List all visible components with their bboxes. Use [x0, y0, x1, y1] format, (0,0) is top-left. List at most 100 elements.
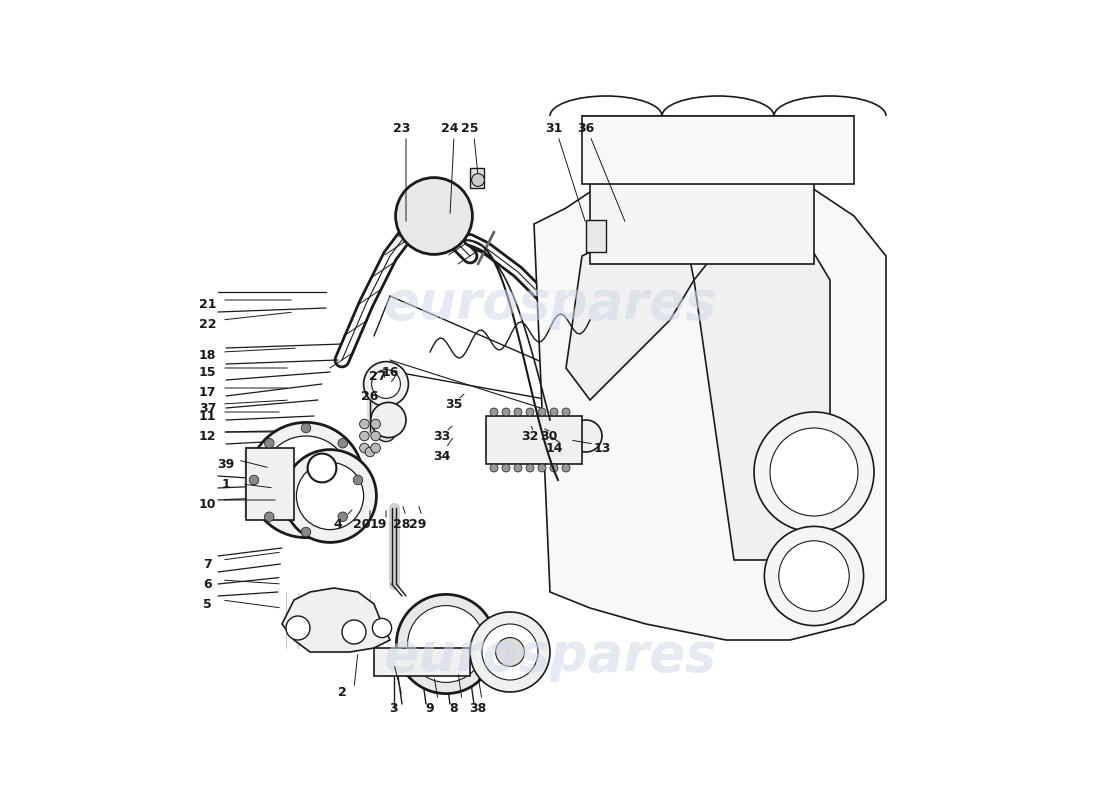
Circle shape [396, 594, 496, 694]
Text: 25: 25 [461, 122, 478, 134]
Text: eurospares: eurospares [383, 278, 717, 330]
Circle shape [249, 422, 364, 538]
Circle shape [754, 412, 875, 532]
Circle shape [365, 447, 375, 457]
Text: eurospares: eurospares [383, 630, 717, 682]
Text: 5: 5 [204, 598, 212, 610]
Circle shape [502, 408, 510, 416]
Text: 33: 33 [433, 430, 451, 442]
Text: 1: 1 [221, 478, 230, 490]
Circle shape [264, 438, 274, 448]
Circle shape [371, 419, 381, 429]
Text: 38: 38 [470, 702, 486, 714]
Circle shape [538, 408, 546, 416]
Circle shape [770, 428, 858, 516]
Text: 36: 36 [578, 122, 595, 134]
Bar [586, 220, 606, 252]
Text: 31: 31 [546, 122, 563, 134]
Bar [374, 648, 470, 676]
Text: 35: 35 [446, 398, 463, 410]
Circle shape [286, 616, 310, 640]
Circle shape [371, 443, 381, 453]
Circle shape [353, 475, 363, 485]
Circle shape [408, 606, 484, 682]
Text: 14: 14 [546, 442, 563, 454]
Circle shape [308, 454, 337, 482]
Bar [246, 448, 294, 520]
Circle shape [496, 638, 525, 666]
Bar [486, 416, 582, 464]
Text: 32: 32 [521, 430, 539, 442]
Bar [582, 116, 854, 184]
Circle shape [570, 420, 602, 452]
Circle shape [562, 408, 570, 416]
Circle shape [371, 431, 381, 441]
Circle shape [548, 418, 576, 446]
Text: 26: 26 [361, 390, 378, 402]
Circle shape [284, 450, 376, 542]
Text: 10: 10 [199, 498, 217, 510]
Circle shape [301, 527, 311, 537]
Circle shape [360, 431, 370, 441]
Circle shape [482, 624, 538, 680]
Circle shape [502, 464, 510, 472]
Circle shape [338, 512, 348, 522]
Text: 2: 2 [338, 686, 346, 698]
Text: 21: 21 [199, 298, 217, 310]
Circle shape [301, 423, 311, 433]
Circle shape [376, 422, 396, 442]
Circle shape [470, 612, 550, 692]
Circle shape [360, 419, 370, 429]
Text: 12: 12 [199, 430, 217, 442]
Polygon shape [534, 168, 886, 640]
Polygon shape [694, 224, 830, 560]
Text: 22: 22 [199, 318, 217, 330]
Circle shape [779, 541, 849, 611]
Circle shape [490, 408, 498, 416]
Text: 23: 23 [394, 122, 410, 134]
Text: 30: 30 [540, 430, 557, 442]
Text: 20: 20 [353, 518, 371, 530]
Circle shape [364, 362, 408, 406]
Text: 7: 7 [204, 558, 212, 570]
Text: 15: 15 [199, 366, 217, 378]
Polygon shape [282, 588, 390, 652]
Circle shape [554, 420, 578, 444]
Circle shape [264, 512, 274, 522]
Circle shape [372, 370, 400, 398]
Circle shape [338, 438, 348, 448]
Text: 19: 19 [370, 518, 387, 530]
Text: 16: 16 [382, 366, 398, 378]
Circle shape [538, 464, 546, 472]
Circle shape [262, 436, 350, 524]
Circle shape [373, 618, 392, 638]
Text: 29: 29 [409, 518, 427, 530]
Text: 37: 37 [199, 402, 217, 414]
Circle shape [250, 475, 258, 485]
Bar [590, 168, 814, 264]
Circle shape [514, 408, 522, 416]
Text: 4: 4 [333, 518, 342, 530]
Text: 27: 27 [370, 370, 387, 382]
Bar [470, 168, 484, 188]
Text: 18: 18 [199, 350, 217, 362]
Text: 39: 39 [218, 458, 234, 470]
Circle shape [371, 402, 406, 438]
Circle shape [490, 464, 498, 472]
Text: 8: 8 [450, 702, 459, 714]
Circle shape [550, 464, 558, 472]
Circle shape [562, 464, 570, 472]
Text: 24: 24 [441, 122, 459, 134]
Circle shape [550, 408, 558, 416]
Circle shape [472, 174, 484, 186]
Circle shape [764, 526, 864, 626]
Text: 11: 11 [199, 410, 217, 422]
Circle shape [514, 464, 522, 472]
Text: 6: 6 [204, 578, 212, 590]
Text: 9: 9 [426, 702, 434, 714]
Circle shape [526, 464, 534, 472]
Text: 13: 13 [593, 442, 611, 454]
Circle shape [342, 620, 366, 644]
Circle shape [526, 408, 534, 416]
Text: 34: 34 [433, 450, 451, 462]
